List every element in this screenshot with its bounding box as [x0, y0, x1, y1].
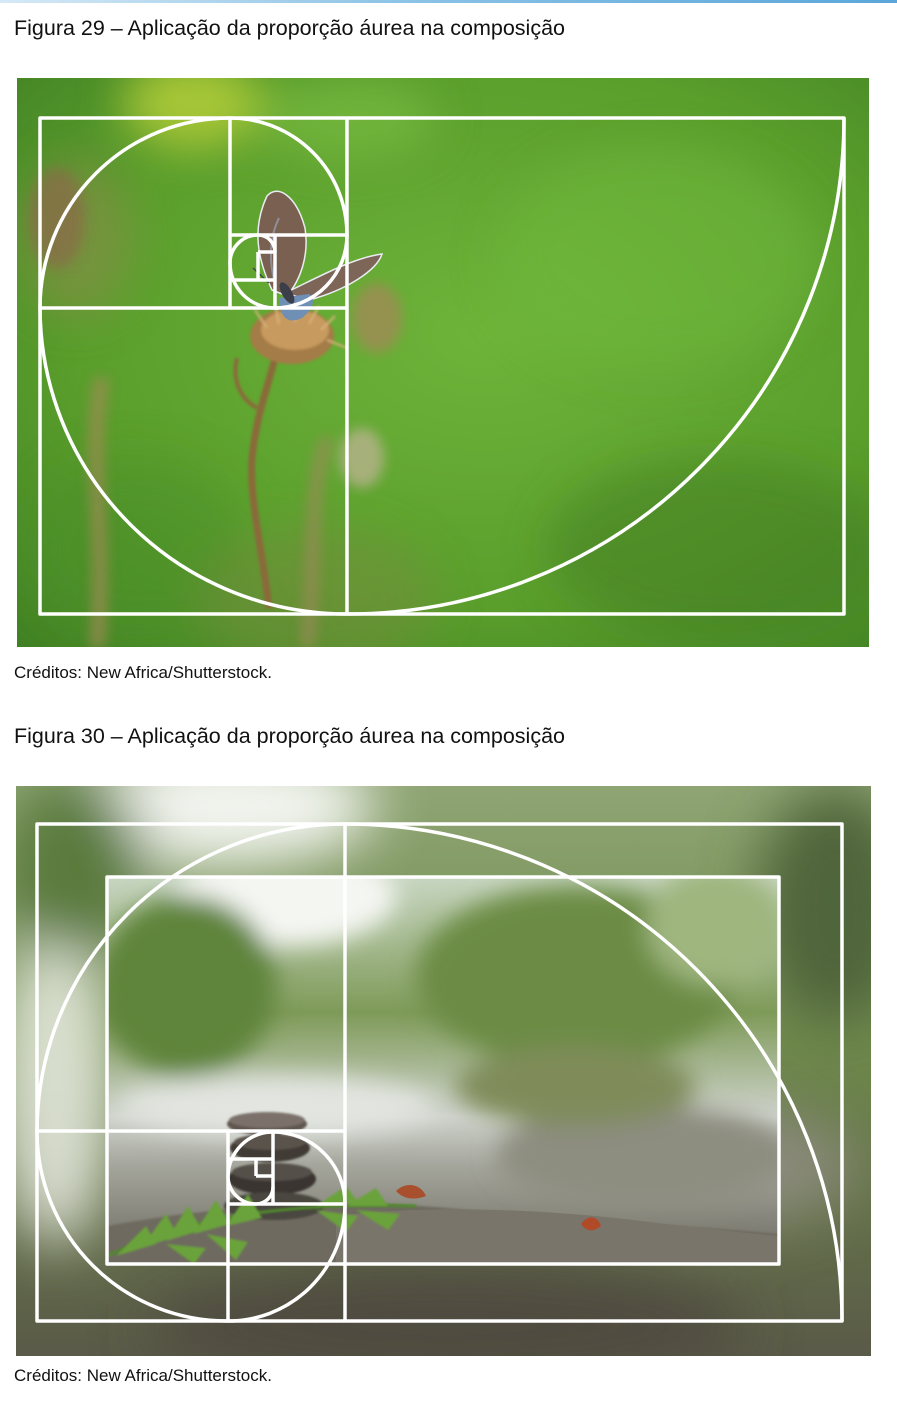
top-rule: [0, 0, 897, 3]
golden-spiral-overlay-29: [38, 116, 846, 616]
figure-29-photo: [17, 78, 869, 647]
figure-29-caption: Figura 29 – Aplicação da proporção áurea…: [14, 16, 565, 40]
figure-30-caption: Figura 30 – Aplicação da proporção áurea…: [14, 724, 565, 748]
golden-spiral-overlay-30: [35, 822, 844, 1323]
figure-30-credits: Créditos: New Africa/Shutterstock.: [14, 1366, 272, 1385]
figure-29-credits: Créditos: New Africa/Shutterstock.: [14, 663, 272, 682]
figure-30-photo: [16, 786, 871, 1356]
